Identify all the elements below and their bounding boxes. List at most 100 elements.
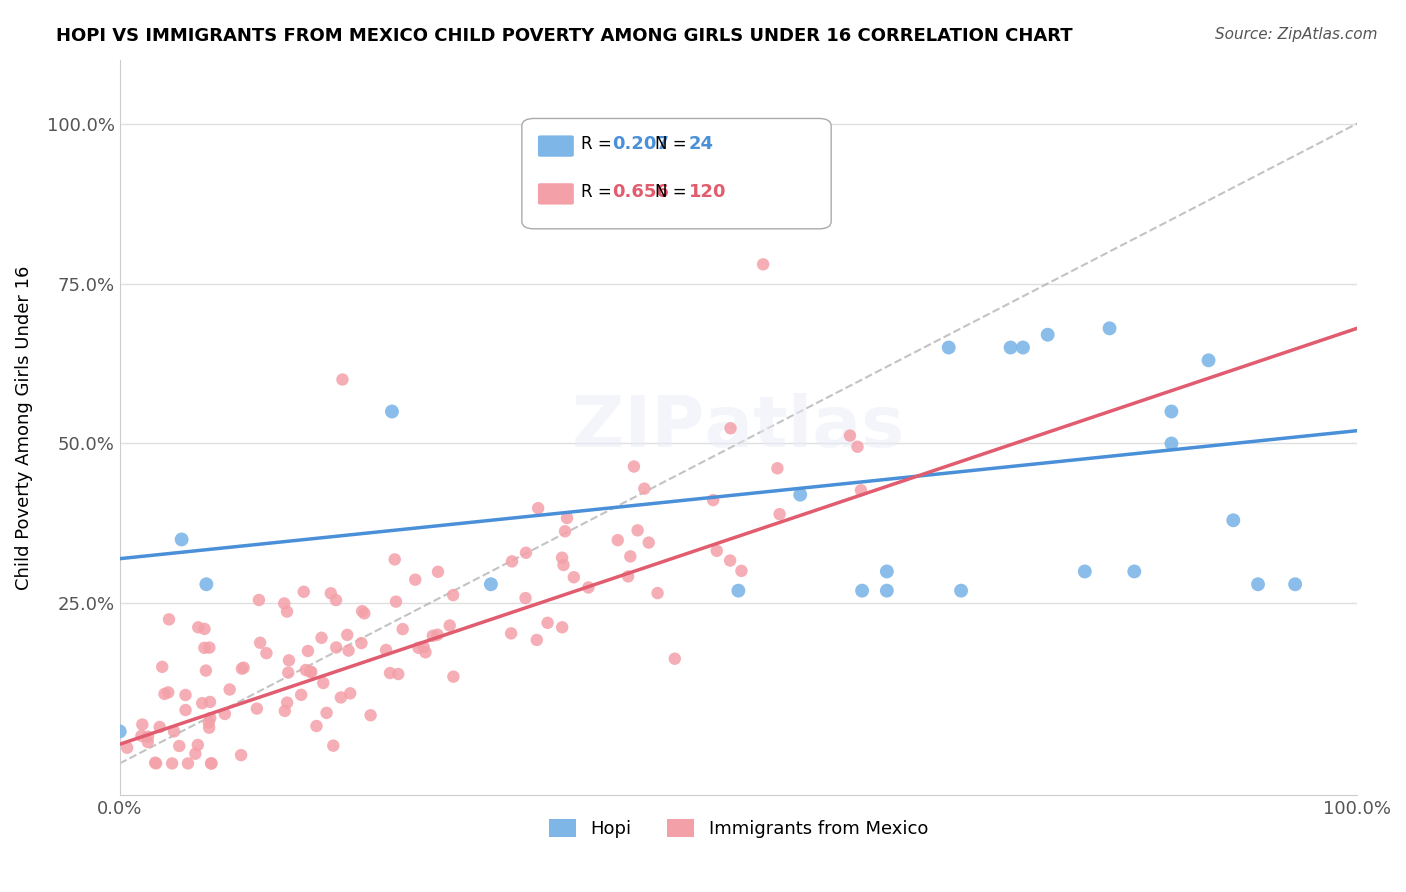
Immigrants from Mexico bbox=[515, 591, 537, 605]
Immigrants from Mexico bbox=[198, 721, 221, 735]
Immigrants from Mexico bbox=[404, 573, 426, 587]
Immigrants from Mexico bbox=[337, 643, 360, 657]
Immigrants from Mexico bbox=[136, 735, 159, 749]
Immigrants from Mexico bbox=[352, 604, 374, 618]
Immigrants from Mexico bbox=[297, 644, 319, 658]
Immigrants from Mexico bbox=[426, 628, 449, 642]
Immigrants from Mexico bbox=[752, 257, 775, 271]
Immigrants from Mexico bbox=[218, 682, 240, 697]
Immigrants from Mexico bbox=[730, 564, 752, 578]
Immigrants from Mexico bbox=[706, 544, 728, 558]
Immigrants from Mexico bbox=[702, 493, 724, 508]
Immigrants from Mexico bbox=[294, 663, 316, 677]
Immigrants from Mexico bbox=[246, 701, 269, 715]
Immigrants from Mexico bbox=[145, 756, 167, 771]
Immigrants from Mexico bbox=[274, 704, 297, 718]
Immigrants from Mexico bbox=[515, 546, 537, 560]
Immigrants from Mexico bbox=[315, 706, 337, 720]
Immigrants from Mexico bbox=[249, 636, 271, 650]
Immigrants from Mexico bbox=[174, 703, 197, 717]
Immigrants from Mexico bbox=[290, 688, 312, 702]
Text: R =: R = bbox=[581, 136, 617, 153]
Hopi bbox=[1160, 436, 1182, 450]
Text: HOPI VS IMMIGRANTS FROM MEXICO CHILD POVERTY AMONG GIRLS UNDER 16 CORRELATION CH: HOPI VS IMMIGRANTS FROM MEXICO CHILD POV… bbox=[56, 27, 1073, 45]
Hopi bbox=[851, 583, 873, 598]
Hopi bbox=[381, 404, 404, 418]
Text: N =: N = bbox=[655, 183, 692, 201]
Immigrants from Mexico bbox=[501, 554, 523, 568]
Immigrants from Mexico bbox=[277, 653, 299, 667]
Immigrants from Mexico bbox=[427, 565, 450, 579]
Hopi bbox=[170, 533, 193, 547]
Hopi bbox=[950, 583, 973, 598]
Hopi bbox=[1247, 577, 1270, 591]
Immigrants from Mexico bbox=[115, 740, 138, 755]
Immigrants from Mexico bbox=[200, 711, 222, 725]
Hopi bbox=[789, 488, 811, 502]
Immigrants from Mexico bbox=[766, 461, 789, 475]
Hopi bbox=[1123, 565, 1146, 579]
Hopi bbox=[1284, 577, 1306, 591]
Immigrants from Mexico bbox=[391, 622, 413, 636]
Immigrants from Mexico bbox=[136, 730, 159, 744]
Immigrants from Mexico bbox=[441, 670, 464, 684]
Immigrants from Mexico bbox=[157, 685, 180, 699]
Hopi bbox=[1036, 327, 1059, 342]
Immigrants from Mexico bbox=[378, 666, 401, 681]
Immigrants from Mexico bbox=[254, 646, 277, 660]
Immigrants from Mexico bbox=[167, 739, 190, 753]
Immigrants from Mexico bbox=[633, 482, 655, 496]
Text: 0.207: 0.207 bbox=[612, 136, 669, 153]
Immigrants from Mexico bbox=[339, 686, 361, 700]
Immigrants from Mexico bbox=[163, 724, 186, 739]
Immigrants from Mexico bbox=[617, 569, 640, 583]
Immigrants from Mexico bbox=[311, 631, 333, 645]
Immigrants from Mexico bbox=[849, 483, 872, 498]
Immigrants from Mexico bbox=[177, 756, 200, 771]
Immigrants from Mexico bbox=[149, 720, 172, 734]
Immigrants from Mexico bbox=[441, 588, 464, 602]
Immigrants from Mexico bbox=[292, 584, 315, 599]
Immigrants from Mexico bbox=[247, 593, 270, 607]
Immigrants from Mexico bbox=[319, 586, 342, 600]
Immigrants from Mexico bbox=[415, 645, 437, 659]
Hopi bbox=[727, 583, 749, 598]
Immigrants from Mexico bbox=[299, 665, 322, 679]
Immigrants from Mexico bbox=[412, 640, 434, 654]
Y-axis label: Child Poverty Among Girls Under 16: Child Poverty Among Girls Under 16 bbox=[15, 265, 32, 590]
Immigrants from Mexico bbox=[322, 739, 344, 753]
Immigrants from Mexico bbox=[336, 628, 359, 642]
Text: ZIP​atlas: ZIP​atlas bbox=[572, 393, 904, 462]
Immigrants from Mexico bbox=[312, 676, 335, 690]
Hopi bbox=[108, 724, 131, 739]
Immigrants from Mexico bbox=[385, 594, 408, 608]
Immigrants from Mexico bbox=[384, 552, 406, 566]
Immigrants from Mexico bbox=[157, 612, 180, 626]
Immigrants from Mexico bbox=[536, 615, 558, 630]
Immigrants from Mexico bbox=[187, 620, 209, 634]
Immigrants from Mexico bbox=[325, 640, 347, 655]
Immigrants from Mexico bbox=[637, 535, 659, 549]
Immigrants from Mexico bbox=[184, 747, 207, 761]
Immigrants from Mexico bbox=[332, 372, 354, 386]
Immigrants from Mexico bbox=[143, 756, 166, 770]
Immigrants from Mexico bbox=[554, 524, 576, 539]
Immigrants from Mexico bbox=[153, 687, 176, 701]
Hopi bbox=[479, 577, 502, 591]
Immigrants from Mexico bbox=[553, 558, 575, 572]
Immigrants from Mexico bbox=[273, 597, 295, 611]
Immigrants from Mexico bbox=[150, 660, 173, 674]
Immigrants from Mexico bbox=[720, 421, 742, 435]
Immigrants from Mexico bbox=[555, 511, 578, 525]
Immigrants from Mexico bbox=[200, 756, 222, 771]
Immigrants from Mexico bbox=[194, 664, 217, 678]
Immigrants from Mexico bbox=[387, 667, 409, 681]
Immigrants from Mexico bbox=[353, 607, 375, 621]
Hopi bbox=[1198, 353, 1220, 368]
Hopi bbox=[1222, 513, 1244, 527]
Immigrants from Mexico bbox=[193, 622, 215, 636]
FancyBboxPatch shape bbox=[538, 136, 574, 157]
Immigrants from Mexico bbox=[160, 756, 183, 771]
Immigrants from Mexico bbox=[277, 665, 299, 680]
Immigrants from Mexico bbox=[439, 618, 461, 632]
